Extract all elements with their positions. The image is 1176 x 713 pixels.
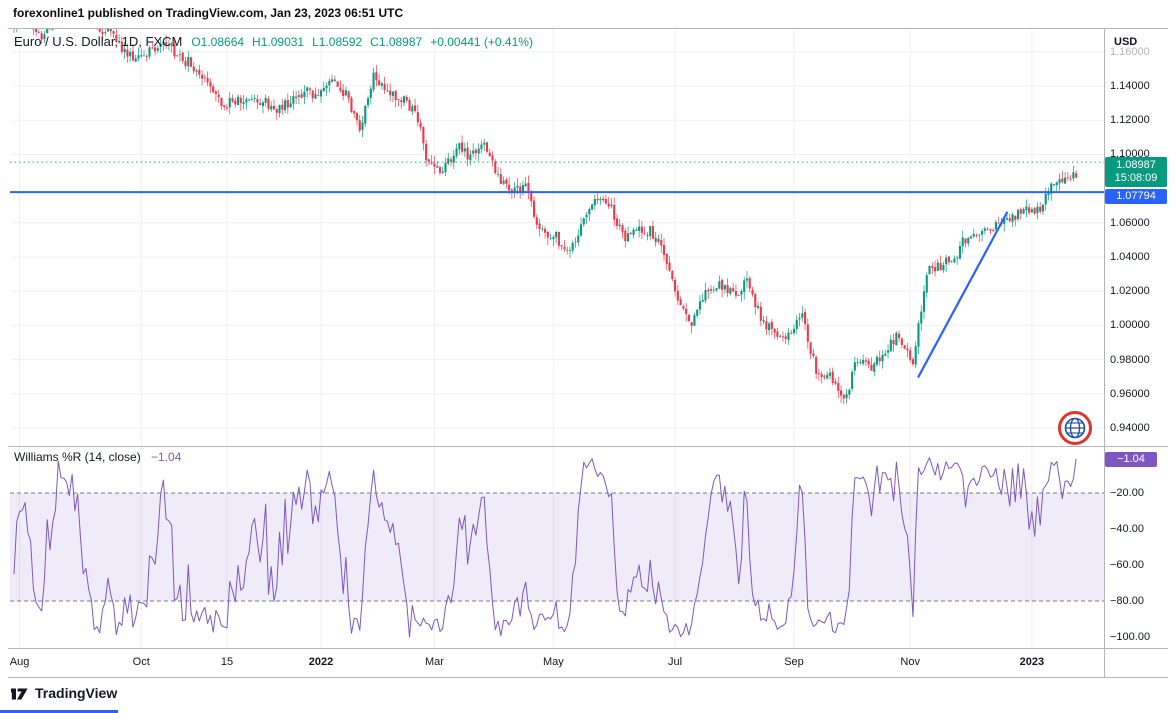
price-tick-label: 1.14000 [1110,80,1150,92]
chart-bottom-border [8,677,1168,678]
ascending-trendline[interactable] [917,211,1009,378]
indicator-value: −1.04 [151,450,182,464]
price-tick-label: 1.16000 [1110,45,1150,58]
grid [12,29,1104,648]
time-axis-label: Oct [132,656,150,668]
up-candle-bodies [43,29,1075,399]
price-axis-currency: USD [1114,36,1138,48]
pane-separator[interactable] [8,446,1168,447]
indicator-tick-label: −60.00 [1110,559,1144,571]
change-value: +0.00441 (+0.41%) [430,35,533,49]
publisher-avatar[interactable] [1058,411,1092,445]
time-axis-label: May [542,656,564,668]
price-pane[interactable] [13,0,1078,405]
bottom-blue-bar [0,710,118,713]
williams-r-pane[interactable] [10,457,1104,638]
chart-top-border [8,28,1168,29]
indicator-legend: Williams %R (14, close) −1.04 [14,450,181,464]
symbol-title[interactable]: Euro / U.S. Dollar, 1D, FXCM [14,34,183,49]
indicator-tick-label: −100.00 [1110,631,1151,643]
ohlc-low: L1.08592 [312,35,363,49]
last-price-value: 1.08987 [1116,159,1156,171]
footer-brand-label: TradingView [35,685,118,701]
time-axis-label: 2022 [308,656,334,668]
time-axis-label: 15 [220,656,234,668]
time-axis-label: Sep [784,656,804,668]
ohlc-values: O1.08664 H1.09031 L1.08592 C1.08987 +0.0… [191,35,533,49]
price-tick-label: 0.94000 [1110,422,1150,434]
time-axis-label: Aug [9,656,30,668]
level-price-badge: 1.07794 [1105,189,1167,204]
ohlc-high: H1.09031 [252,35,305,49]
down-candle-wicks [13,29,1077,405]
price-tick-label: 1.12000 [1110,114,1150,127]
williams-r-line [13,457,1077,638]
ohlc-open: O1.08664 [191,35,245,49]
tradingview-logo-icon [11,688,28,699]
price-tick-label: 1.04000 [1110,251,1150,263]
price-axis-border [1104,28,1105,678]
indicator-tick-label: −40.00 [1110,523,1144,535]
time-axis-label: Mar [424,656,444,668]
price-tick-label: 0.98000 [1110,353,1150,366]
time-axis-label: Nov [900,656,920,668]
time-axis-label: 2023 [1019,656,1045,668]
time-axis-label: Jul [668,656,683,668]
indicator-value-badge: −1.04 [1105,452,1157,467]
chart-canvas[interactable] [0,0,1176,690]
time-axis-border [8,648,1168,649]
symbol-legend: Euro / U.S. Dollar, 1D, FXCM O1.08664 H1… [14,34,533,49]
ohlc-close: C1.08987 [370,35,423,49]
countdown-timer: 15:08:09 [1114,172,1158,184]
price-tick-label: 0.96000 [1110,387,1150,400]
publish-byline: forexonline1 published on TradingView.co… [13,6,404,20]
price-tick-label: 1.02000 [1110,285,1150,298]
up-candle-wicks [16,29,1074,404]
last-price-badge: 1.08987 15:08:09 [1105,157,1167,187]
footer-brand[interactable]: TradingView [10,685,117,701]
price-tick-label: 1.00000 [1110,319,1150,332]
williams-r-band [10,493,1104,601]
indicator-tick-label: −20.00 [1110,487,1144,499]
indicator-tick-label: −80.00 [1110,595,1144,607]
indicator-title[interactable]: Williams %R (14, close) [14,450,141,464]
price-tick-label: 1.06000 [1110,216,1150,229]
